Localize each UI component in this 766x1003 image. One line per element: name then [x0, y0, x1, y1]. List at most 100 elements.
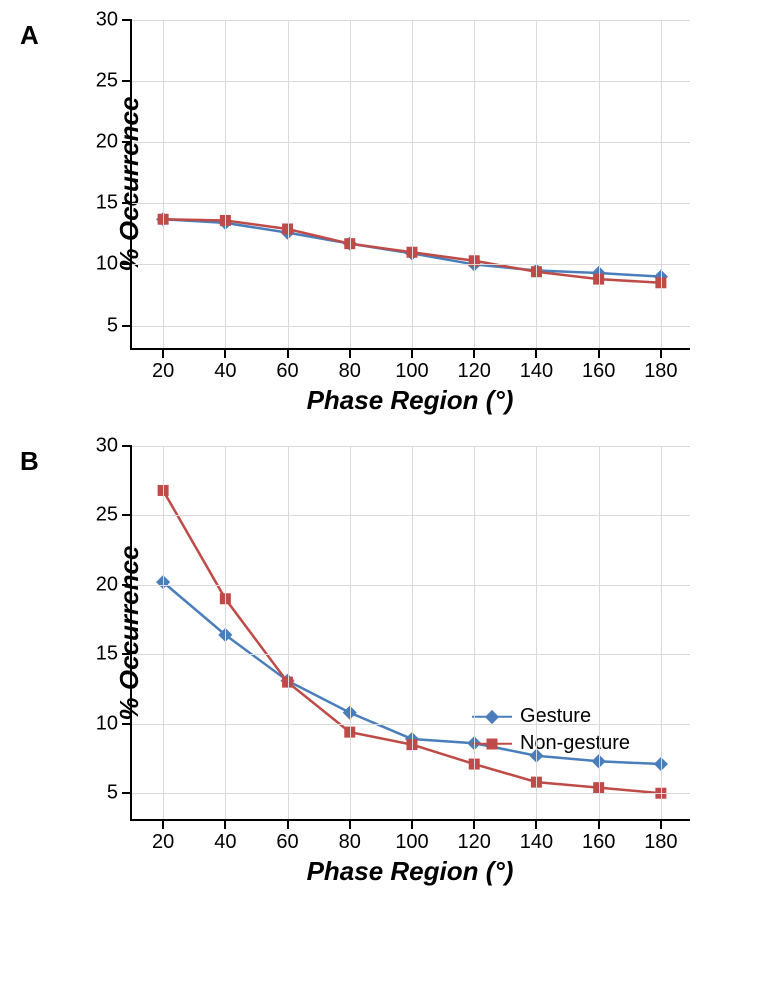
- gridline-vertical: [536, 446, 537, 819]
- chart-a-plot: % Occurrence 510152025302040608010012014…: [130, 20, 690, 350]
- x-tick: [287, 819, 289, 829]
- gridline-vertical: [412, 446, 413, 819]
- y-tick: [122, 723, 132, 725]
- x-tick-label: 80: [339, 360, 361, 383]
- y-tick-label: 25: [96, 70, 118, 93]
- gridline-horizontal: [132, 585, 690, 586]
- chart-a-area: % Occurrence 510152025302040608010012014…: [130, 20, 746, 416]
- x-tick-label: 60: [276, 831, 298, 854]
- x-tick-label: 140: [520, 360, 553, 383]
- x-tick: [598, 348, 600, 358]
- panel-b: B % Occurrence GestureNon-gesture 510152…: [20, 446, 746, 887]
- x-tick: [473, 348, 475, 358]
- y-tick-label: 20: [96, 573, 118, 596]
- panel-a-label: A: [20, 20, 39, 51]
- x-tick-label: 40: [214, 831, 236, 854]
- gridline-horizontal: [132, 142, 690, 143]
- y-tick: [122, 202, 132, 204]
- x-tick-label: 20: [152, 831, 174, 854]
- y-tick: [122, 514, 132, 516]
- y-tick: [122, 325, 132, 327]
- gridline-vertical: [412, 20, 413, 348]
- gridline-horizontal: [132, 264, 690, 265]
- x-tick: [535, 348, 537, 358]
- x-tick-label: 20: [152, 360, 174, 383]
- gridline-vertical: [225, 446, 226, 819]
- gridline-vertical: [661, 446, 662, 819]
- y-tick-label: 15: [96, 192, 118, 215]
- chart-a-xlabel: Phase Region (°): [130, 385, 690, 416]
- legend-item-non-gesture: Non-gesture: [472, 732, 630, 755]
- x-tick-label: 120: [458, 360, 491, 383]
- gridline-horizontal: [132, 654, 690, 655]
- gridline-horizontal: [132, 793, 690, 794]
- gridline-vertical: [599, 20, 600, 348]
- x-tick-label: 180: [644, 360, 677, 383]
- x-tick: [349, 348, 351, 358]
- x-tick-label: 80: [339, 831, 361, 854]
- x-tick: [411, 819, 413, 829]
- x-tick: [287, 348, 289, 358]
- chart-b-area: % Occurrence GestureNon-gesture 51015202…: [130, 446, 746, 887]
- gridline-vertical: [599, 446, 600, 819]
- gridline-vertical: [474, 446, 475, 819]
- gridline-horizontal: [132, 446, 690, 447]
- x-tick-label: 180: [644, 831, 677, 854]
- y-tick-label: 30: [96, 9, 118, 32]
- x-tick-label: 100: [395, 831, 428, 854]
- y-tick-label: 5: [107, 314, 118, 337]
- gridline-horizontal: [132, 81, 690, 82]
- x-tick: [473, 819, 475, 829]
- y-tick: [122, 445, 132, 447]
- gridline-vertical: [474, 20, 475, 348]
- x-tick: [411, 348, 413, 358]
- y-tick: [122, 263, 132, 265]
- y-tick-label: 25: [96, 504, 118, 527]
- y-tick-label: 15: [96, 643, 118, 666]
- x-tick: [162, 819, 164, 829]
- legend-swatch: [472, 734, 512, 754]
- x-tick-label: 100: [395, 360, 428, 383]
- gridline-horizontal: [132, 203, 690, 204]
- legend-marker: [485, 709, 499, 723]
- gridline-vertical: [536, 20, 537, 348]
- gridline-vertical: [288, 20, 289, 348]
- x-tick: [162, 348, 164, 358]
- gridline-vertical: [350, 20, 351, 348]
- gridline-horizontal: [132, 515, 690, 516]
- x-tick-label: 160: [582, 360, 615, 383]
- gridline-horizontal: [132, 20, 690, 21]
- y-tick: [122, 19, 132, 21]
- gridline-vertical: [225, 20, 226, 348]
- x-tick: [660, 348, 662, 358]
- gridline-vertical: [163, 446, 164, 819]
- gridline-vertical: [661, 20, 662, 348]
- x-tick-label: 60: [276, 360, 298, 383]
- x-tick: [224, 348, 226, 358]
- chart-b-legend: GestureNon-gesture: [472, 705, 630, 759]
- x-tick: [598, 819, 600, 829]
- y-tick-label: 20: [96, 131, 118, 154]
- y-tick: [122, 80, 132, 82]
- x-tick-label: 140: [520, 831, 553, 854]
- x-tick: [660, 819, 662, 829]
- x-tick-label: 120: [458, 831, 491, 854]
- y-tick: [122, 584, 132, 586]
- y-tick: [122, 653, 132, 655]
- gridline-horizontal: [132, 724, 690, 725]
- y-tick-label: 10: [96, 253, 118, 276]
- y-tick-label: 5: [107, 782, 118, 805]
- x-tick: [535, 819, 537, 829]
- x-tick-label: 40: [214, 360, 236, 383]
- x-tick-label: 160: [582, 831, 615, 854]
- y-tick-label: 10: [96, 712, 118, 735]
- gridline-vertical: [288, 446, 289, 819]
- figure-container: A % Occurrence 5101520253020406080100120…: [0, 0, 766, 927]
- x-tick: [349, 819, 351, 829]
- chart-b-plot: % Occurrence GestureNon-gesture 51015202…: [130, 446, 690, 821]
- y-tick-label: 30: [96, 435, 118, 458]
- gridline-vertical: [350, 446, 351, 819]
- legend-marker: [486, 738, 497, 749]
- gridline-vertical: [163, 20, 164, 348]
- y-tick: [122, 141, 132, 143]
